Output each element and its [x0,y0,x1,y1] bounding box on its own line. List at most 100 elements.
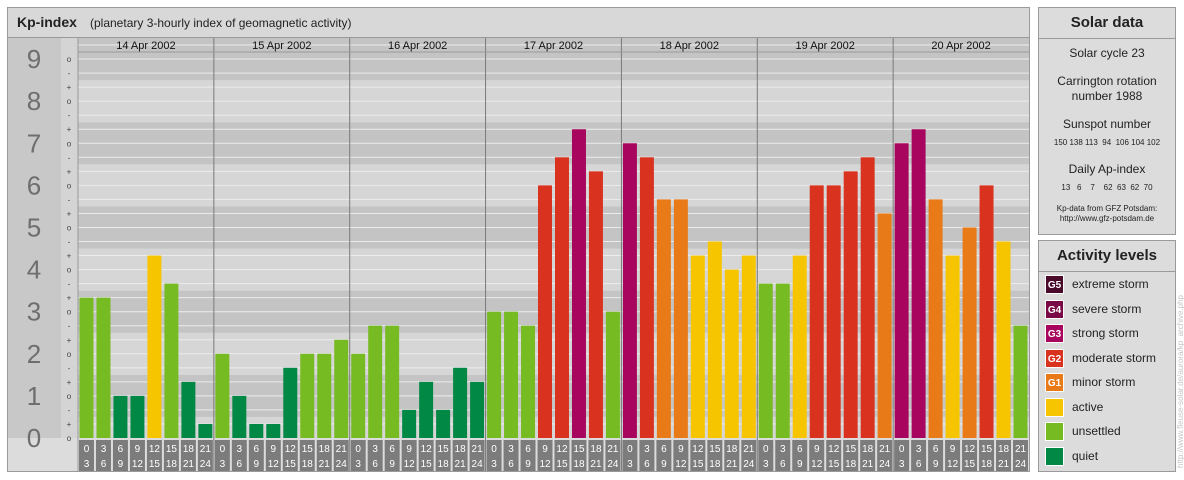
interval-cell [605,440,621,471]
interval-end-label: 12 [675,459,687,470]
interval-start-label: 12 [421,444,433,455]
interval-end-label: 9 [525,459,531,470]
interval-start-label: 0 [355,444,361,455]
kp-bar [588,171,603,439]
kp-bar [690,255,705,438]
interval-end-label: 6 [508,459,514,470]
minor-tick-label: o [67,266,72,275]
kp-bar [181,381,196,438]
kp-bar [945,255,960,438]
interval-start-label: 15 [573,444,585,455]
y-tick-label: 1 [27,381,41,411]
y-tick-label: 6 [27,170,41,200]
interval-cell [163,440,179,471]
day-label: 20 Apr 2002 [931,40,990,52]
interval-cell [877,440,893,471]
minor-tick-label: + [67,294,72,303]
activity-levels-panel: Activity levels G5 extreme storm G4 severe … [1038,240,1176,472]
y-tick-label: 7 [27,128,41,158]
kp-bar [605,311,620,438]
kp-bar [928,199,943,438]
interval-cell [979,440,995,471]
interval-start-label: 18 [319,444,331,455]
kp-bar [911,129,926,438]
minor-tick-label: o [67,55,72,64]
minor-tick-label: - [68,322,71,331]
kp-bar [368,325,383,438]
interval-end-label: 12 [539,459,551,470]
kp-bar [826,185,841,438]
kp-bar [656,199,671,438]
kp-bar [877,213,892,438]
minor-tick-label: - [68,280,71,289]
y-tick-label: 4 [27,255,41,285]
interval-start-label: 21 [472,444,484,455]
minor-tick-label: - [68,238,71,247]
legend-swatch [1045,446,1064,466]
interval-cell [299,440,315,471]
interval-cell [945,440,961,471]
interval-start-label: 15 [438,444,450,455]
legend-label: moderate storm [1072,350,1157,365]
interval-end-label: 6 [780,459,786,470]
interval-end-label: 18 [438,459,450,470]
minor-tick-label: - [68,69,71,78]
kp-bar [113,395,128,438]
interval-cell [129,440,145,471]
legend-label: active [1072,399,1104,414]
interval-end-label: 21 [590,459,602,470]
interval-end-label: 18 [845,459,857,470]
interval-cell [452,440,468,471]
interval-start-label: 18 [862,444,874,455]
interval-end-label: 15 [556,459,568,470]
interval-start-label: 3 [644,444,650,455]
legend-swatch: G5 [1045,275,1064,294]
grid-band [78,416,1029,438]
interval-end-label: 6 [237,459,243,470]
sunspot-values: 150 138 113 94 106 104 102 [1053,138,1161,147]
interval-cell [928,440,944,471]
interval-cell [435,440,451,471]
kp-bar [571,129,586,438]
kp-bar [639,157,654,438]
kp-bar [283,367,298,438]
y-tick-label: 9 [27,44,41,74]
minor-tick-label: + [67,252,72,261]
legend-label: quiet [1072,448,1099,463]
interval-start-label: 18 [590,444,602,455]
interval-cell [792,440,808,471]
interval-end-label: 18 [709,459,721,470]
kp-bar [147,255,162,438]
interval-cell [775,440,791,471]
interval-cell [486,440,502,471]
interval-cell [911,440,927,471]
kp-bar [249,423,264,438]
interval-cell [639,440,655,471]
interval-end-label: 3 [84,459,90,470]
interval-start-label: 21 [200,444,212,455]
legend-label: unsettled [1072,424,1121,438]
interval-start-label: 12 [285,444,297,455]
kp-bar [96,297,111,438]
interval-start-label: 6 [797,444,803,455]
interval-start-label: 9 [406,444,412,455]
interval-cell [197,440,213,471]
interval-cell [826,440,842,471]
interval-start-label: 6 [525,444,531,455]
interval-start-label: 18 [998,444,1010,455]
interval-start-label: 9 [542,444,548,455]
interval-cell [112,440,128,471]
kp-bar [792,255,807,438]
interval-start-label: 21 [1015,444,1027,455]
interval-cell [401,440,417,471]
interval-cell [894,440,910,471]
interval-start-label: 12 [828,444,840,455]
interval-start-label: 12 [692,444,704,455]
interval-start-label: 6 [389,444,395,455]
kp-bar [385,325,400,438]
kp-bar [741,255,756,438]
interval-cell [384,440,400,471]
interval-start-label: 3 [916,444,922,455]
interval-end-label: 21 [455,459,467,470]
day-label: 17 Apr 2002 [524,40,583,52]
